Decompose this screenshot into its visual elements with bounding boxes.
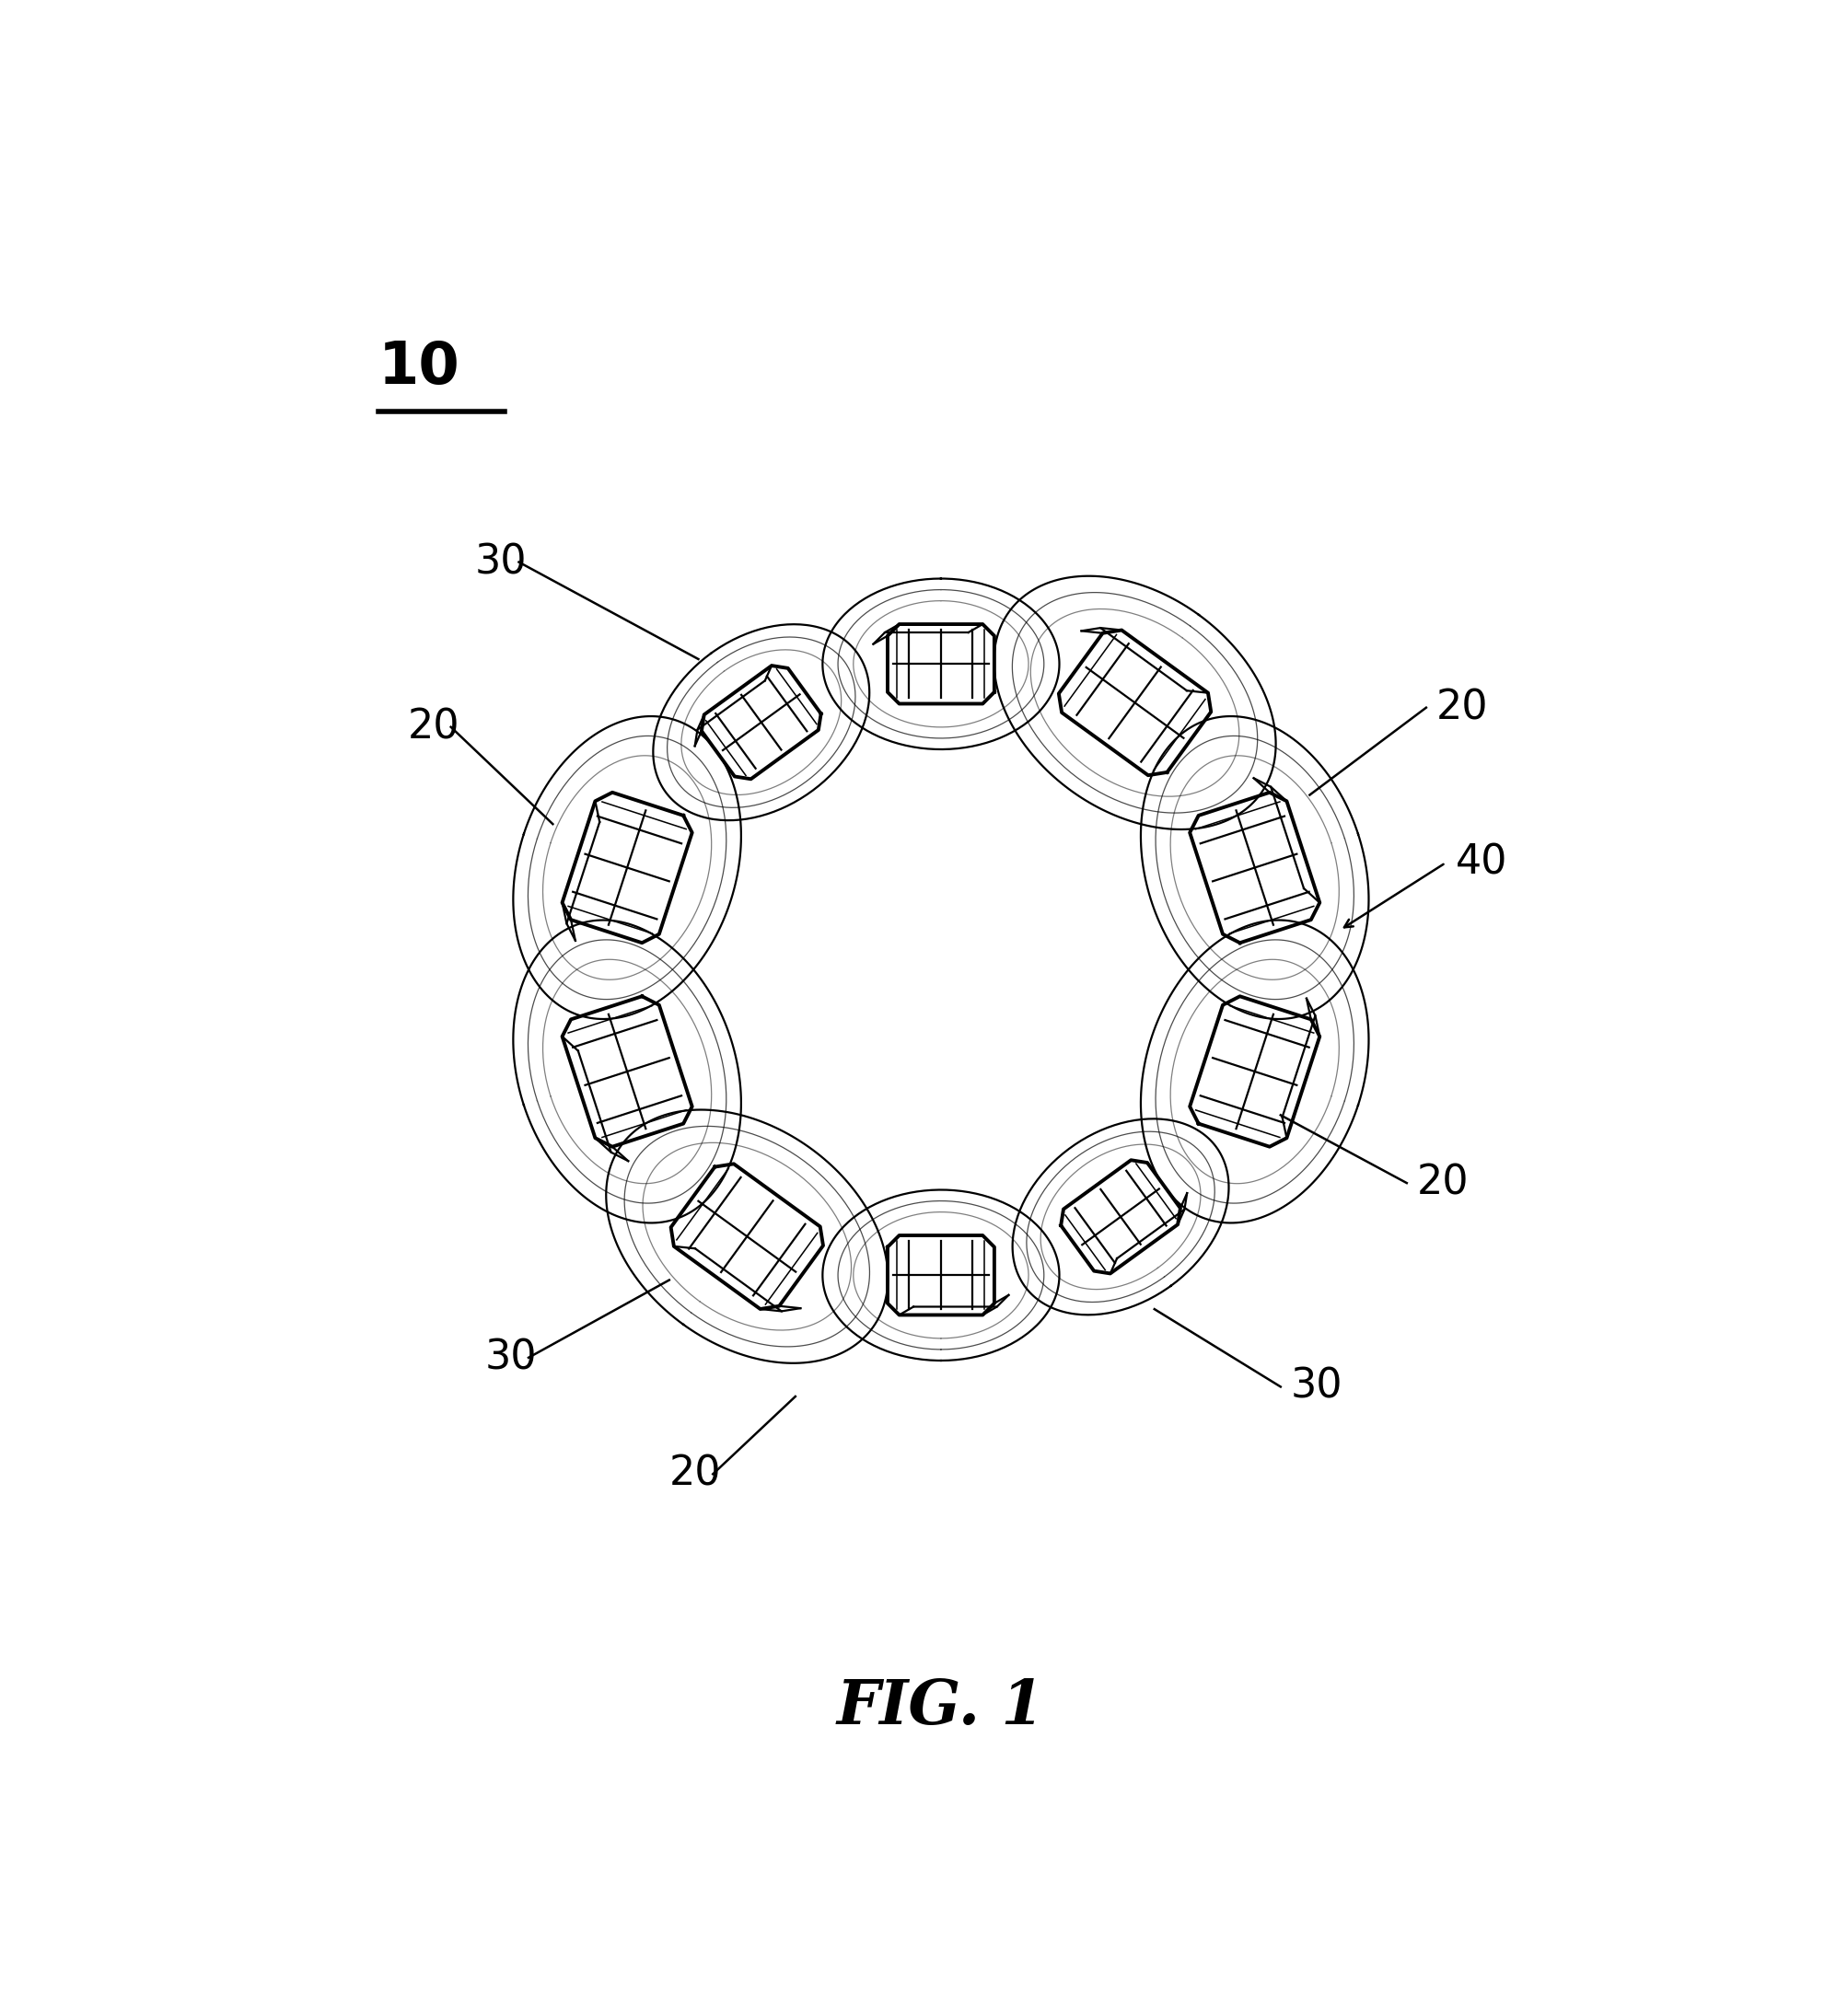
Text: 30: 30 — [485, 1339, 536, 1377]
Text: 10: 10 — [378, 339, 459, 395]
Text: 20: 20 — [408, 708, 459, 746]
Text: 20: 20 — [1436, 687, 1487, 728]
Text: 30: 30 — [1291, 1367, 1342, 1407]
Text: FIG. 1: FIG. 1 — [837, 1677, 1045, 1738]
Text: 20: 20 — [670, 1454, 722, 1494]
Text: 30: 30 — [476, 542, 527, 583]
Text: 40: 40 — [1456, 843, 1507, 883]
Text: 20: 20 — [1416, 1163, 1469, 1204]
